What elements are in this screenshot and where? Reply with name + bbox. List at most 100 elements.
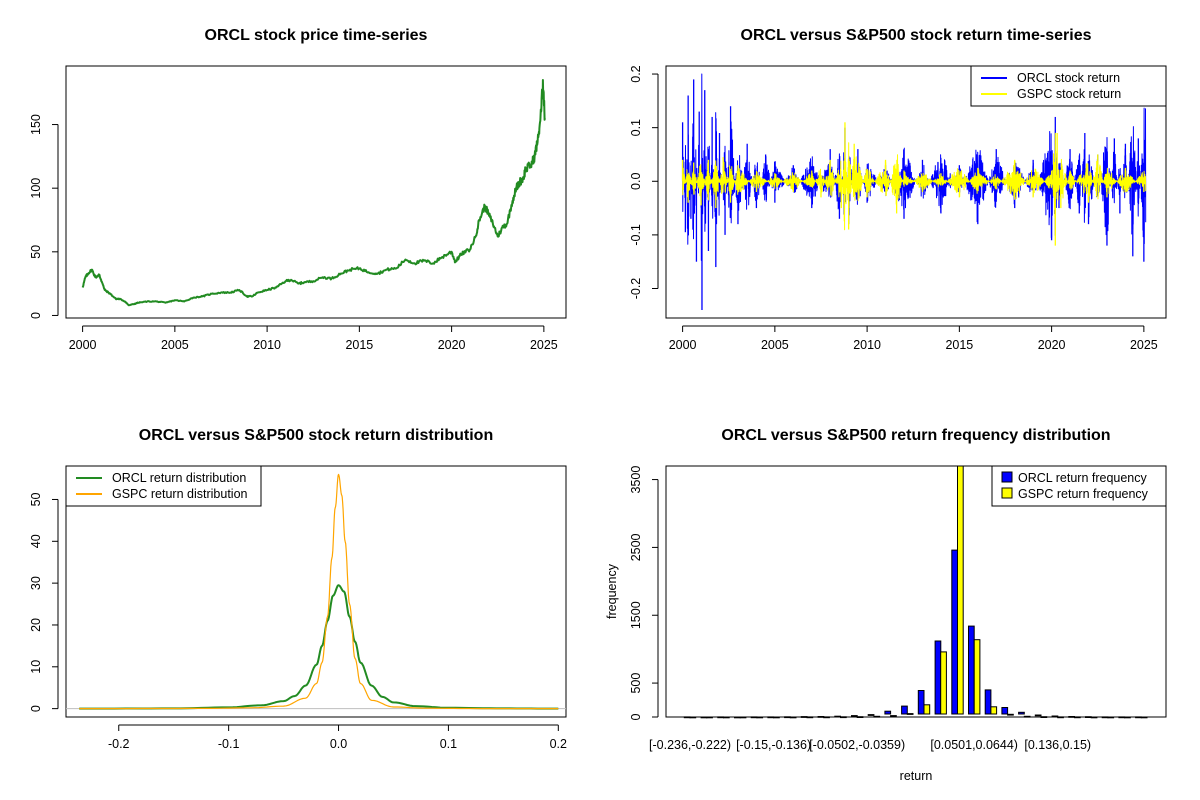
legend-box (970, 65, 1167, 107)
x-tick-label: 2005 (161, 338, 189, 352)
chart-title: ORCL stock price time-series (205, 27, 428, 44)
x-category-label: [-0.15,-0.136) (736, 738, 811, 752)
gspc-frequency-bar (1124, 716, 1131, 719)
orcl-frequency-bar (951, 549, 958, 715)
y-tick-label: 10 (29, 660, 43, 674)
gspc-frequency-bar (856, 716, 864, 719)
legend-label: ORCL return frequency (1018, 471, 1148, 485)
x-category-label: [0.0501,0.0644) (930, 738, 1018, 752)
x-tick-label: 2000 (69, 338, 97, 352)
orcl-frequency-bar (1101, 716, 1109, 719)
x-tick-label: 2015 (945, 338, 973, 352)
y-tick-label: 50 (29, 245, 43, 259)
orcl-frequency-bar (800, 716, 808, 718)
gspc-frequency-bar (940, 651, 947, 715)
gspc-frequency-bar (873, 715, 881, 718)
gspc-frequency-bar (756, 716, 764, 719)
chart-title: ORCL versus S&P500 return frequency dist… (721, 427, 1110, 444)
chart-title: ORCL versus S&P500 stock return time-ser… (741, 27, 1092, 44)
gspc-frequency-bar (823, 716, 830, 719)
orcl-frequency-bar (968, 625, 975, 715)
x-tick-label: 0.1 (440, 737, 457, 751)
orcl-frequency-bar (817, 716, 825, 718)
price-line (81, 79, 546, 307)
gspc-frequency-bar (706, 716, 713, 719)
y-tick-label: 500 (629, 673, 643, 694)
gspc-frequency-bar (1040, 716, 1048, 719)
gspc-frequency-bar (1074, 716, 1081, 719)
x-tick-label: 2010 (253, 338, 281, 352)
orcl-frequency-bar (750, 716, 758, 719)
plot-frame-0 (65, 65, 567, 319)
orcl-frequency-bar (1135, 716, 1142, 719)
legend-swatch (1001, 487, 1013, 499)
plot-frame-2 (65, 465, 567, 718)
x-category-label: [-0.0502,-0.0359) (809, 738, 905, 752)
orcl-frequency-bar (700, 716, 708, 719)
y-tick-label: 150 (29, 114, 43, 135)
y-tick-label: 3500 (629, 466, 643, 494)
gspc-frequency-bar (1090, 716, 1098, 719)
legend-label: GSPC stock return (1017, 87, 1121, 101)
orcl-frequency-bar (1001, 707, 1009, 715)
orcl-frequency-bar (851, 715, 858, 717)
x-tick-label: 0.2 (550, 737, 567, 751)
orcl-frequency-bar (784, 716, 791, 719)
orcl-frequency-bar (901, 705, 908, 715)
orcl-frequency-bar (867, 714, 875, 716)
y-tick-label: 100 (29, 178, 43, 199)
gspc-frequency-bar (773, 716, 780, 719)
orcl-frequency-bar (834, 715, 841, 718)
y-tick-label: 0 (29, 312, 43, 319)
y-axis-title: frequency (605, 563, 619, 619)
gspc-frequency-bar (906, 713, 914, 715)
gspc-frequency-bar (840, 716, 847, 719)
gspc-frequency-bar (923, 704, 931, 715)
legend-swatch (1001, 471, 1013, 483)
y-tick-label: 0.1 (629, 119, 643, 136)
gspc-frequency-bar (789, 716, 797, 719)
gspc-frequency-bar (890, 715, 897, 717)
legend-box (991, 465, 1167, 507)
chart-title: ORCL versus S&P500 stock return distribu… (139, 427, 493, 444)
gspc-frequency-bar (1140, 716, 1148, 719)
legend-label: GSPC return distribution (112, 487, 248, 501)
gspc-frequency-bar (689, 716, 697, 719)
gspc-frequency-bar (1107, 716, 1115, 719)
orcl-frequency-bar (984, 689, 992, 715)
orcl-frequency-bar (884, 710, 892, 715)
gspc-frequency-bar (990, 706, 998, 715)
x-tick-label: 0.0 (330, 737, 347, 751)
orcl-frequency-bar (934, 640, 942, 715)
y-tick-label: 20 (29, 618, 43, 632)
x-tick-label: -0.1 (218, 737, 240, 751)
orcl-frequency-bar (1118, 716, 1126, 719)
orcl-frequency-bar (734, 716, 741, 719)
gspc-density-line (79, 473, 559, 710)
orcl-frequency-bar (767, 716, 775, 719)
orcl-frequency-bar (917, 690, 925, 715)
gspc-frequency-bar (1057, 716, 1064, 719)
x-tick-label: 2025 (1130, 338, 1158, 352)
legend-label: ORCL return distribution (112, 471, 246, 485)
x-tick-label: -0.2 (108, 737, 130, 751)
gspc-frequency-bar (739, 716, 747, 719)
x-category-label: [0.136,0.15) (1024, 738, 1091, 752)
y-tick-label: 50 (29, 492, 43, 506)
y-tick-label: 40 (29, 534, 43, 548)
gspc-frequency-bar (1007, 713, 1014, 716)
y-tick-label: 0 (29, 705, 43, 712)
y-tick-label: 0.2 (629, 65, 643, 82)
x-tick-label: 2020 (1038, 338, 1066, 352)
orcl-frequency-bar (1018, 711, 1025, 715)
x-axis-title: return (900, 769, 933, 783)
orcl-frequency-bar (1034, 714, 1042, 717)
y-tick-label: -0.1 (629, 224, 643, 246)
x-category-label: [-0.236,-0.222) (649, 738, 731, 752)
orcl-frequency-bar (1085, 716, 1092, 719)
y-tick-label: 2500 (629, 533, 643, 561)
plot-frame-1 (665, 65, 1167, 319)
x-tick-label: 2015 (345, 338, 373, 352)
x-tick-label: 2010 (853, 338, 881, 352)
